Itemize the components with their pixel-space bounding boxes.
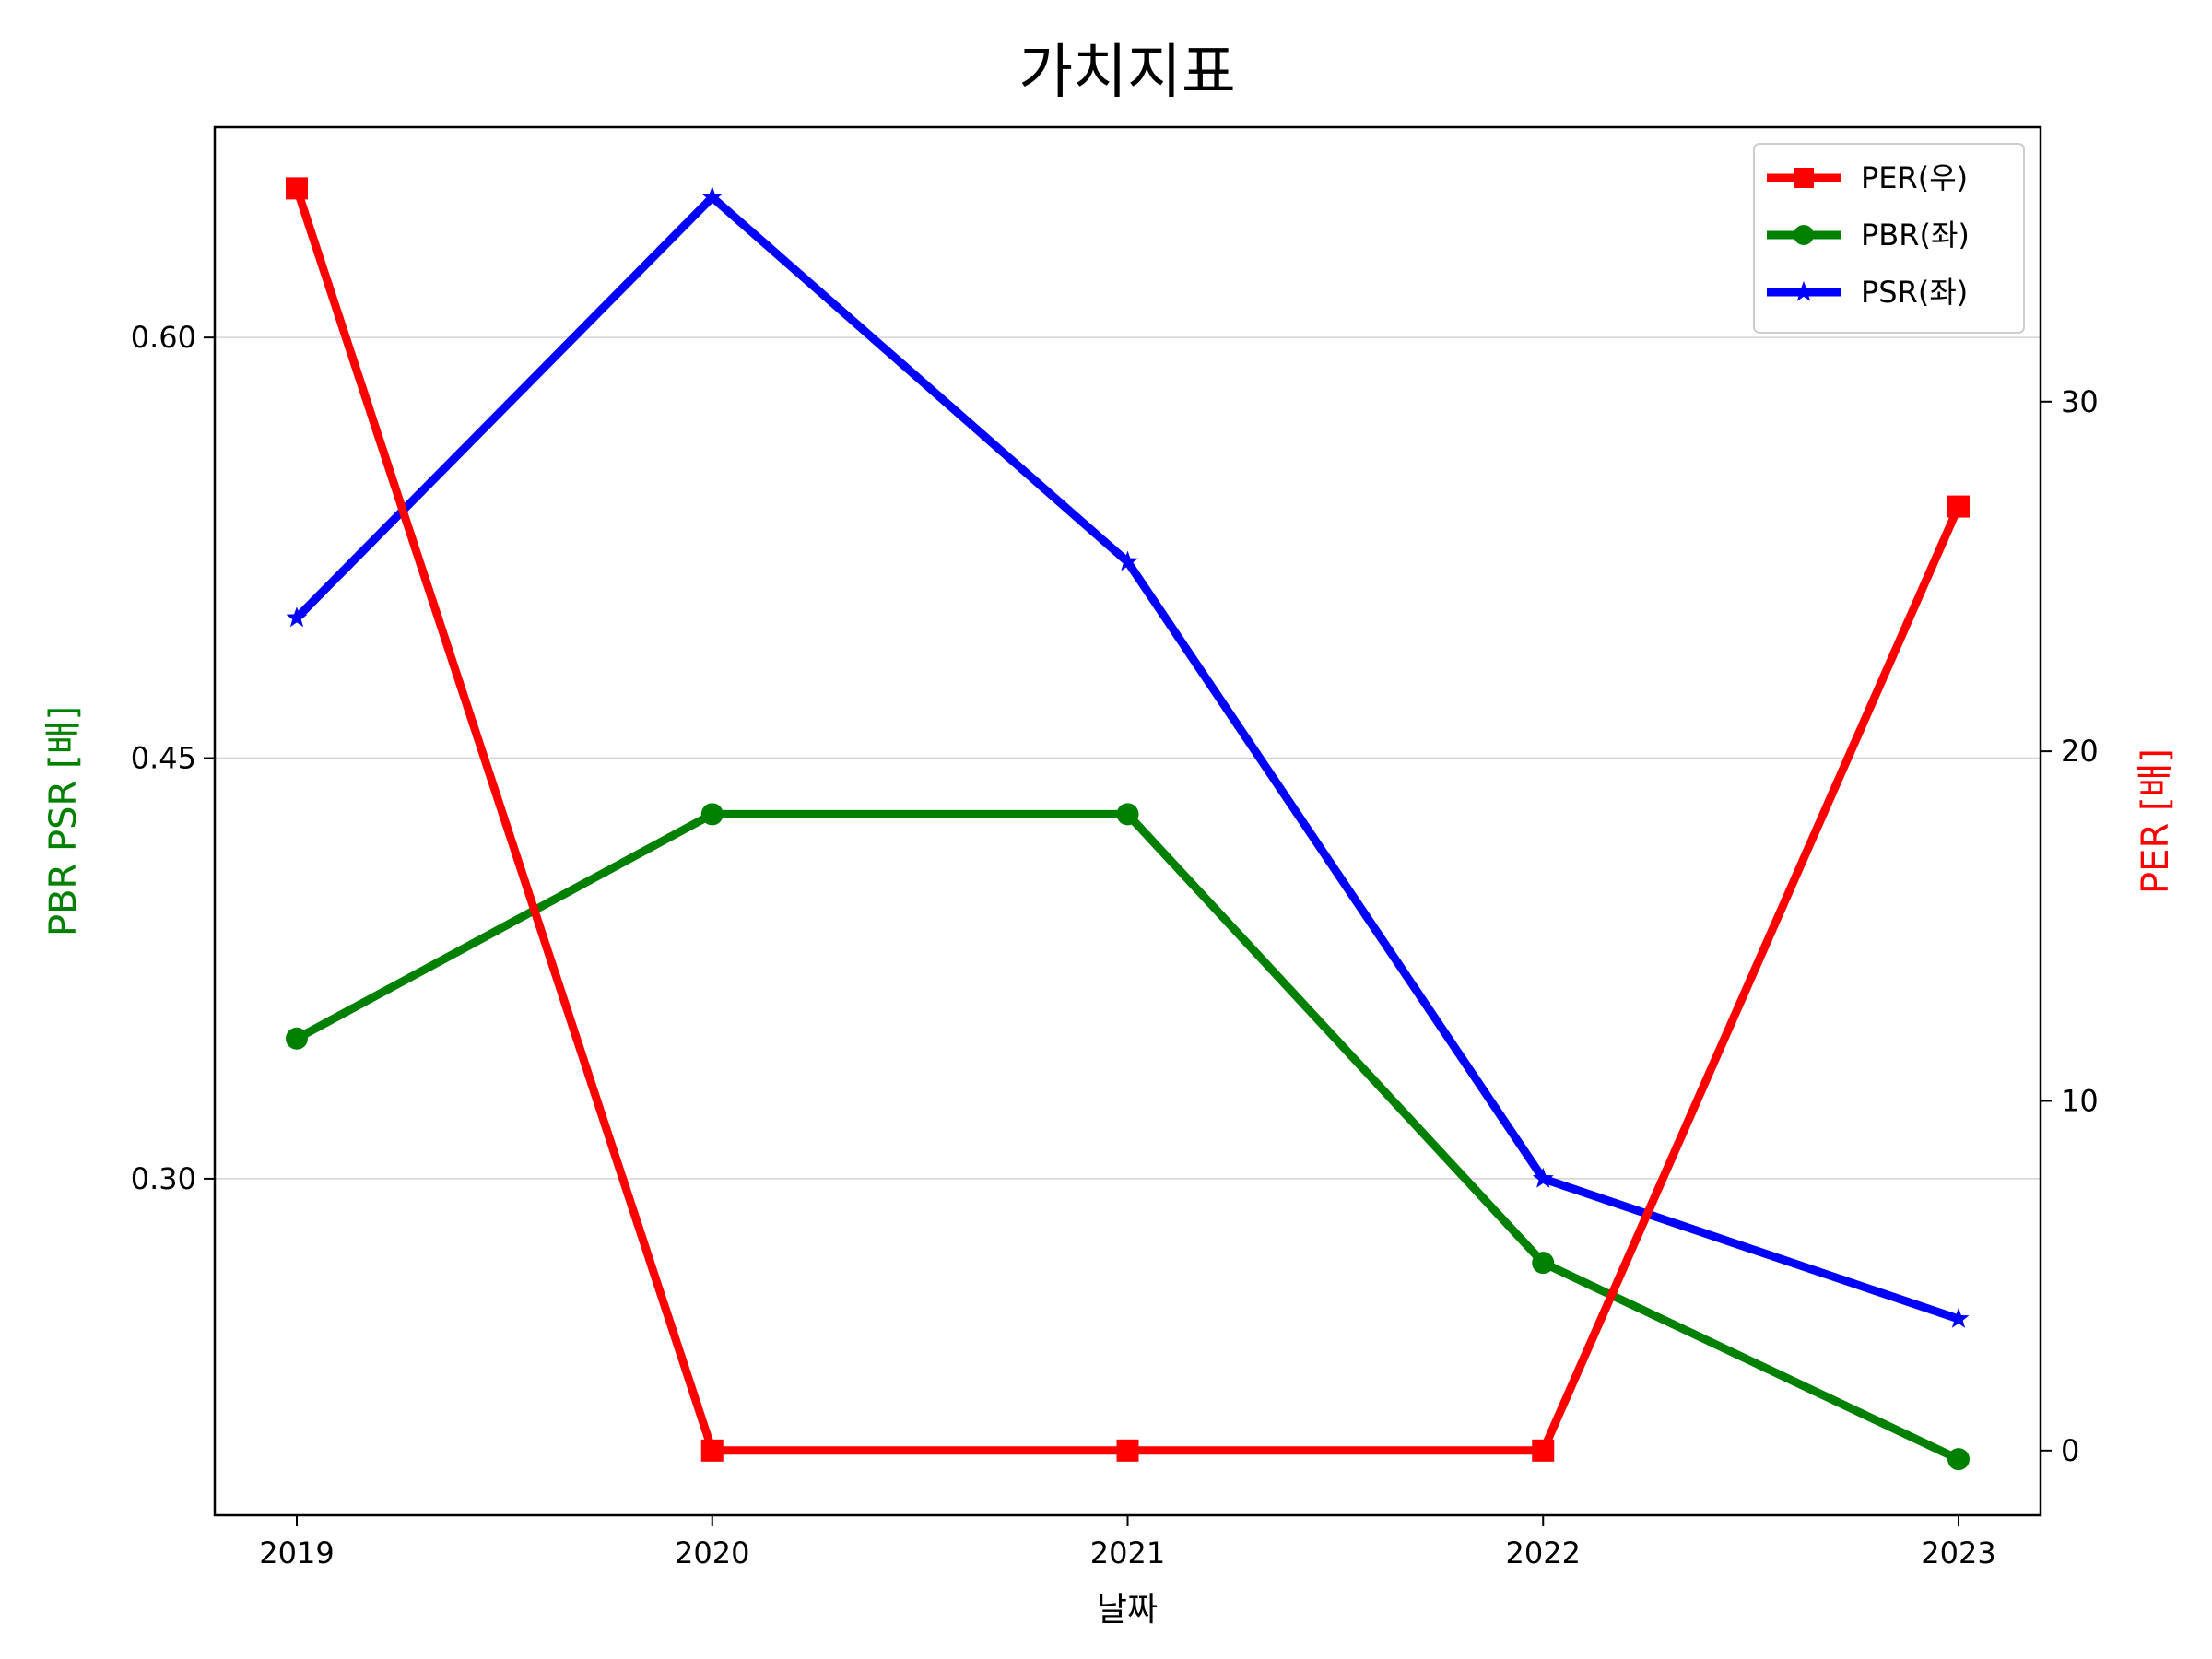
grid-lines: [215, 336, 2041, 1180]
data-point-0-0: [286, 177, 308, 200]
data-point-1-1: [700, 803, 724, 826]
data-point-2-1: [701, 186, 724, 206]
legend-item-1: PBR(좌): [1767, 218, 1970, 253]
data-point-2-4: [1947, 1307, 1970, 1328]
legend-swatch-marker-1: [1794, 225, 1814, 245]
series-PBR(좌): [286, 803, 1970, 1471]
y-axis-label-right: PER [배]: [2135, 748, 2177, 894]
data-point-1-3: [1532, 1252, 1555, 1275]
y-left-tick-label-1: 0.45: [131, 741, 196, 776]
x-tick-label-2: 2021: [1090, 1535, 1165, 1571]
y-left-tick-label-0: 0.30: [131, 1161, 196, 1196]
data-point-1-2: [1116, 803, 1139, 826]
legend-item-2: PSR(좌): [1767, 275, 1968, 310]
data-point-0-3: [1532, 1439, 1555, 1462]
y-left-tick-label-2: 0.60: [131, 320, 196, 355]
legend-label-1: PBR(좌): [1861, 218, 1970, 253]
y-right-tick-label-1: 10: [2061, 1083, 2099, 1118]
y-right-tick-label-2: 20: [2061, 734, 2099, 769]
data-point-2-0: [286, 606, 308, 628]
y-axis-label-left: PBR PSR [배]: [42, 706, 85, 936]
data-point-0-4: [1947, 495, 1970, 518]
legend-label-0: PER(우): [1861, 160, 1968, 195]
legend-swatch-marker-0: [1794, 168, 1814, 188]
legend-item-0: PER(우): [1767, 160, 1968, 195]
legend: PER(우) PBR(좌) PSR(좌): [1753, 143, 2025, 334]
x-axis-label: 날짜: [1097, 1591, 1158, 1629]
legend-label-2: PSR(좌): [1861, 275, 1968, 310]
data-point-1-4: [1947, 1448, 1970, 1471]
series-PER(우): [286, 177, 1970, 1462]
legend-swatch-marker-2: [1793, 280, 1815, 301]
x-tick-label-0: 2019: [259, 1535, 334, 1571]
data-point-0-2: [1116, 1439, 1139, 1462]
series-PSR(좌): [286, 186, 1970, 1328]
data-point-2-3: [1532, 1167, 1554, 1188]
data-point-1-0: [286, 1027, 308, 1050]
data-point-0-1: [700, 1439, 724, 1462]
y-right-tick-label-0: 0: [2061, 1433, 2079, 1468]
x-tick-label-4: 2023: [1921, 1535, 1995, 1571]
y-right-tick-label-3: 30: [2061, 384, 2099, 419]
legend-box: [1753, 143, 2025, 334]
chart-title: 가치지표: [1018, 39, 1236, 107]
x-tick-label-1: 2020: [675, 1535, 749, 1571]
data-point-2-2: [1117, 550, 1138, 571]
series-layer: [286, 177, 1970, 1471]
axes: 0.30 0.45 0.60 0 10 20 30 2019 2020 2021 2022 2023: [131, 320, 2099, 1571]
x-tick-label-3: 2022: [1506, 1535, 1581, 1571]
